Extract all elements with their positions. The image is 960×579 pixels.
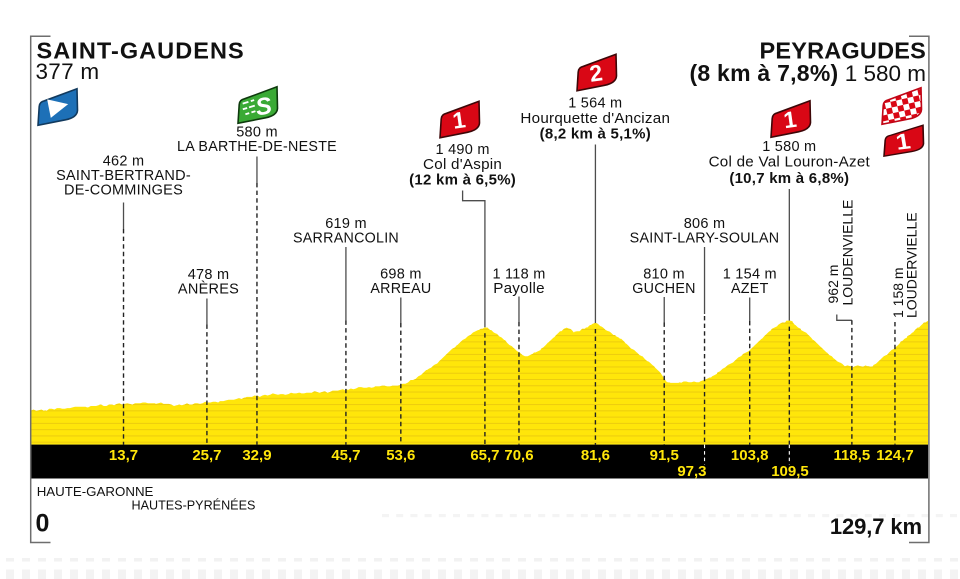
svg-text:810 m: 810 m: [643, 267, 685, 283]
svg-text:25,7: 25,7: [192, 447, 221, 464]
svg-text:SARRANCOLIN: SARRANCOLIN: [293, 231, 399, 247]
svg-text:LOUDENVIELLE: LOUDENVIELLE: [840, 200, 856, 306]
svg-text:Col de Val Louron-Azet: Col de Val Louron-Azet: [709, 154, 871, 171]
svg-text:LA BARTHE-DE-NESTE: LA BARTHE-DE-NESTE: [177, 139, 337, 155]
svg-text:1 564 m: 1 564 m: [568, 96, 622, 112]
svg-text:(10,7 km à 6,8%): (10,7 km à 6,8%): [729, 170, 849, 187]
svg-text:129,7 km: 129,7 km: [830, 514, 922, 539]
svg-text:1 158 m: 1 158 m: [890, 267, 906, 318]
svg-text:S: S: [253, 92, 273, 121]
svg-text:619 m: 619 m: [325, 216, 367, 232]
svg-text:SAINT-GAUDENS: SAINT-GAUDENS: [37, 38, 245, 64]
svg-text:SAINT-BERTRAND-: SAINT-BERTRAND-: [56, 168, 191, 184]
svg-text:109,5: 109,5: [771, 463, 809, 480]
svg-text:32,9: 32,9: [242, 447, 271, 464]
svg-text:81,6: 81,6: [581, 447, 610, 464]
svg-text:2: 2: [588, 59, 604, 87]
svg-text:53,6: 53,6: [386, 447, 415, 464]
svg-text:PEYRAGUDES: PEYRAGUDES: [759, 38, 926, 64]
svg-text:HAUTES-PYRÉNÉES: HAUTES-PYRÉNÉES: [132, 498, 256, 513]
svg-text:103,8: 103,8: [731, 447, 769, 464]
svg-text:Payolle: Payolle: [493, 280, 545, 297]
svg-text:377 m: 377 m: [36, 59, 100, 84]
svg-text:1 490 m: 1 490 m: [436, 142, 490, 158]
svg-text:70,6: 70,6: [504, 447, 533, 464]
svg-text:124,7: 124,7: [876, 447, 914, 464]
svg-text:GUCHEN: GUCHEN: [632, 281, 695, 297]
svg-text:HAUTE-GARONNE: HAUTE-GARONNE: [37, 484, 154, 499]
svg-text:13,7: 13,7: [109, 447, 138, 464]
svg-text:(8,2 km à 5,1%): (8,2 km à 5,1%): [540, 126, 651, 143]
svg-text:(12 km à 6,5%): (12 km à 6,5%): [409, 172, 516, 189]
svg-text:Col d'Aspin: Col d'Aspin: [423, 156, 502, 173]
svg-text:(8 km à 7,8%) 1 580 m: (8 km à 7,8%) 1 580 m: [689, 60, 926, 86]
svg-text:91,5: 91,5: [650, 447, 679, 464]
svg-text:ARREAU: ARREAU: [370, 281, 431, 297]
svg-text:Hourquette d'Ancizan: Hourquette d'Ancizan: [520, 110, 670, 127]
svg-text:0: 0: [36, 510, 50, 538]
svg-text:DE-COMMINGES: DE-COMMINGES: [64, 183, 183, 199]
svg-text:462 m: 462 m: [103, 154, 145, 170]
svg-text:45,7: 45,7: [331, 447, 360, 464]
svg-text:1: 1: [782, 106, 798, 134]
svg-text:1 580 m: 1 580 m: [762, 139, 816, 155]
svg-text:580 m: 580 m: [236, 125, 278, 141]
svg-text:LOUDERVIELLE: LOUDERVIELLE: [904, 212, 920, 318]
svg-text:65,7: 65,7: [470, 447, 499, 464]
svg-text:1: 1: [894, 129, 912, 155]
svg-text:118,5: 118,5: [834, 447, 871, 464]
svg-text:ANÈRES: ANÈRES: [178, 281, 239, 298]
svg-text:1: 1: [451, 106, 467, 134]
svg-text:SAINT-LARY-SOULAN: SAINT-LARY-SOULAN: [630, 231, 780, 247]
svg-text:1 118 m: 1 118 m: [492, 267, 545, 283]
svg-text:97,3: 97,3: [677, 463, 706, 480]
svg-text:1 154 m: 1 154 m: [723, 267, 777, 283]
svg-text:698 m: 698 m: [380, 267, 422, 283]
svg-text:478 m: 478 m: [188, 267, 230, 283]
svg-text:AZET: AZET: [731, 281, 769, 297]
svg-text:962 m: 962 m: [825, 265, 841, 304]
svg-text:806 m: 806 m: [684, 216, 726, 232]
